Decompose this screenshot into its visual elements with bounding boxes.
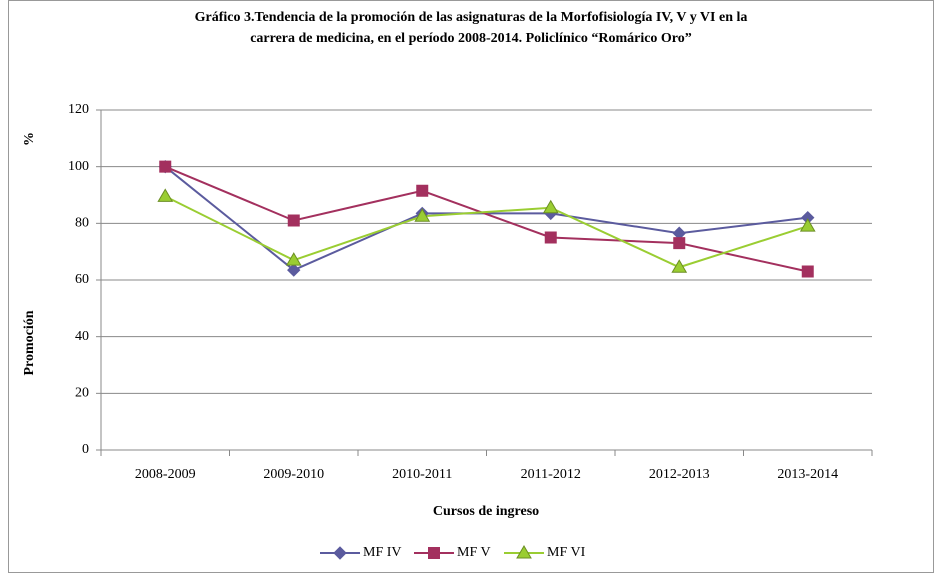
legend-marker <box>333 546 347 560</box>
chart-title-line: carrera de medicina, en el período 2008-… <box>250 31 692 46</box>
data-point <box>414 208 431 222</box>
x-axis-label: Cursos de ingreso <box>433 504 539 519</box>
data-point <box>673 237 686 250</box>
chart-border <box>8 0 934 573</box>
x-tick-label: 2010-2011 <box>392 467 452 482</box>
y-tick-label: 120 <box>68 102 89 117</box>
series-line <box>164 195 809 269</box>
y-axis-label: Promoción <box>22 310 37 375</box>
data-point <box>159 160 172 173</box>
legend-label: MF IV <box>363 545 402 560</box>
data-point <box>544 231 557 244</box>
x-tick-label: 2011-2012 <box>521 467 581 482</box>
legend-marker <box>516 545 532 559</box>
legend-label: MF VI <box>547 545 586 560</box>
data-point <box>285 252 302 266</box>
data-point <box>287 263 301 277</box>
legend-label: MF V <box>457 545 491 560</box>
y-tick-label: 80 <box>75 216 89 231</box>
data-point <box>287 214 300 227</box>
y-tick-label: 40 <box>75 329 89 344</box>
y-tick-label: 100 <box>68 159 89 174</box>
data-point <box>416 184 429 197</box>
series-line <box>164 165 808 273</box>
chart-title-line: Gráfico 3.Tendencia de la promoción de l… <box>195 10 748 25</box>
x-tick-label: 2013-2014 <box>777 467 838 482</box>
data-point <box>799 218 816 232</box>
x-tick-label: 2012-2013 <box>649 467 710 482</box>
y-tick-label: 60 <box>75 272 89 287</box>
x-tick-label: 2008-2009 <box>135 467 196 482</box>
data-point <box>801 265 814 278</box>
data-point <box>157 188 174 202</box>
y-tick-label: 20 <box>75 386 89 401</box>
data-point <box>671 259 688 273</box>
x-tick-label: 2009-2010 <box>263 467 324 482</box>
legend-marker <box>428 547 440 559</box>
data-point <box>542 199 559 214</box>
y-tick-label: 0 <box>82 442 89 457</box>
y-unit: % <box>22 132 37 146</box>
